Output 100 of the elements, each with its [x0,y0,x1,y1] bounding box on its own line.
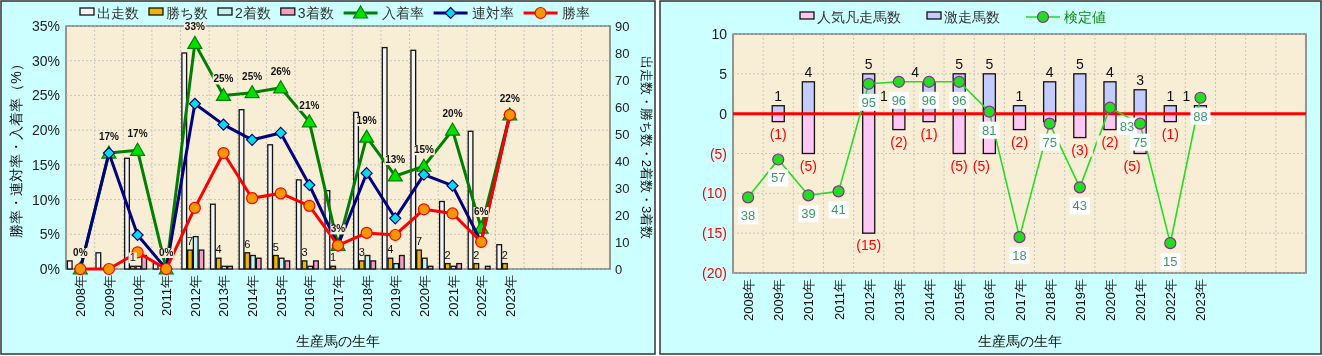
y2-tick-label: 30 [615,181,630,196]
data-label: 3 [1136,71,1145,88]
x-tick-label: 2018年 [359,275,375,317]
data-label: 1 [330,251,337,264]
data-label: 88 [1193,108,1208,124]
legend-label: 2着数 [235,5,271,21]
x-tick-label: 2022年 [1163,279,1179,321]
data-label: 5 [864,55,873,72]
data-label: 3 [358,245,365,258]
x-tick-label: 2010年 [801,279,817,321]
y-tick-label: (5) [709,145,727,162]
data-label: 1 [1015,87,1024,104]
x-tick-label: 2014年 [245,275,261,317]
data-label: (5) [972,157,990,174]
y2-tick-label: 90 [615,19,630,34]
x-tick-label: 2018年 [1042,279,1058,321]
data-label: 15 [1163,254,1178,270]
y2-tick-label: 70 [615,73,630,88]
data-label: 4 [911,63,920,80]
data-label: 6% [473,206,489,218]
y-tick-label: 10% [31,191,60,208]
data-label: (5) [1123,157,1141,174]
data-label: (3) [1071,141,1089,158]
x-tick-label: 2019年 [1072,279,1088,321]
x-tick-label: 2012年 [861,279,877,321]
data-label: 6 [244,237,251,250]
x-tick-label: 2016年 [982,279,998,321]
legend-label: 人気凡走馬数 [817,9,901,25]
data-label: 19% [356,115,377,127]
x-tick-label: 2022年 [474,275,490,317]
data-label: 75 [1132,134,1148,150]
data-label: 33% [184,21,205,33]
y2-tick-label: 40 [615,154,630,169]
x-tick-label: 2019年 [388,275,404,317]
x-tick-label: 2009年 [101,275,117,317]
data-label: 3 [301,245,308,258]
x-tick-label: 2011年 [159,275,175,316]
y-tick-label: (10) [702,185,727,202]
y-tick-label: 35% [31,18,60,34]
data-label: 38 [740,208,756,224]
data-label: (2) [1010,133,1029,150]
data-label: 96 [951,92,967,108]
legend-label: 3着数 [297,5,334,21]
y2-tick-label: 10 [615,235,630,250]
data-label: (1) [920,125,938,142]
data-label: 4 [804,63,813,80]
y-tick-label: 20% [31,122,60,139]
legend-label: 勝ち数 [166,5,208,21]
x-tick-label: 2020年 [1102,279,1118,321]
data-label: 3% [330,223,346,235]
data-label: 15% [413,144,435,156]
data-label: 22% [499,92,520,104]
x-tick-label: 2017年 [331,275,346,317]
x-axis-title: 生産馬の生年 [977,333,1062,349]
data-label: (2) [1101,133,1119,150]
x-tick-label: 2021年 [445,275,461,317]
data-label: 96 [921,92,937,108]
data-label: 39 [801,206,816,222]
x-tick-label: 2014年 [922,279,938,321]
x-tick-label: 2009年 [771,279,787,321]
data-label: 17% [98,131,120,143]
data-label: 5 [1075,55,1084,72]
y2-tick-label: 20 [615,208,630,223]
data-label: 13% [385,153,406,165]
x-tick-label: 2011年 [831,279,847,320]
data-label: 25% [213,73,234,85]
x-tick-label: 2016年 [302,275,318,317]
x-tick-label: 2017年 [1012,279,1028,321]
legend-label: 勝率 [561,5,590,21]
legend-label: 検定値 [1064,9,1106,25]
data-label: 1 [1182,87,1191,104]
data-label: 5 [955,55,964,72]
legend-label: 激走馬数 [944,9,1000,25]
y-tick-label: 0% [39,261,60,277]
x-tick-label: 2015年 [273,275,289,317]
y-tick-label: (20) [702,265,727,281]
y-tick-label: 0 [719,105,728,122]
data-label: 26% [270,65,291,77]
y-tick-label: 5 [719,65,728,82]
data-label: 20% [442,108,463,120]
data-label: 43 [1072,198,1088,214]
data-label: (1) [1161,125,1179,142]
data-label: 1 [1166,87,1175,104]
x-tick-label: 2015年 [952,279,968,321]
x-tick-label: 2023年 [1193,279,1209,321]
y-tick-label: (15) [702,225,727,242]
data-label: 17% [127,128,148,140]
data-label: 57 [771,170,786,186]
data-label: 5 [272,240,279,253]
data-label: 81 [982,122,997,138]
x-tick-label: 2013年 [891,279,907,321]
data-label: 1 [879,87,888,104]
data-label: 4 [1106,63,1115,80]
y-axis-title: 勝率・連対率・入着率（%） [8,57,24,238]
data-label: 1 [774,87,783,104]
data-label: 96 [891,92,907,108]
data-label: (15) [856,237,882,254]
data-label: 18 [1012,248,1027,264]
y2-tick-label: 60 [615,100,630,115]
legend-label: 連対率 [471,5,514,21]
